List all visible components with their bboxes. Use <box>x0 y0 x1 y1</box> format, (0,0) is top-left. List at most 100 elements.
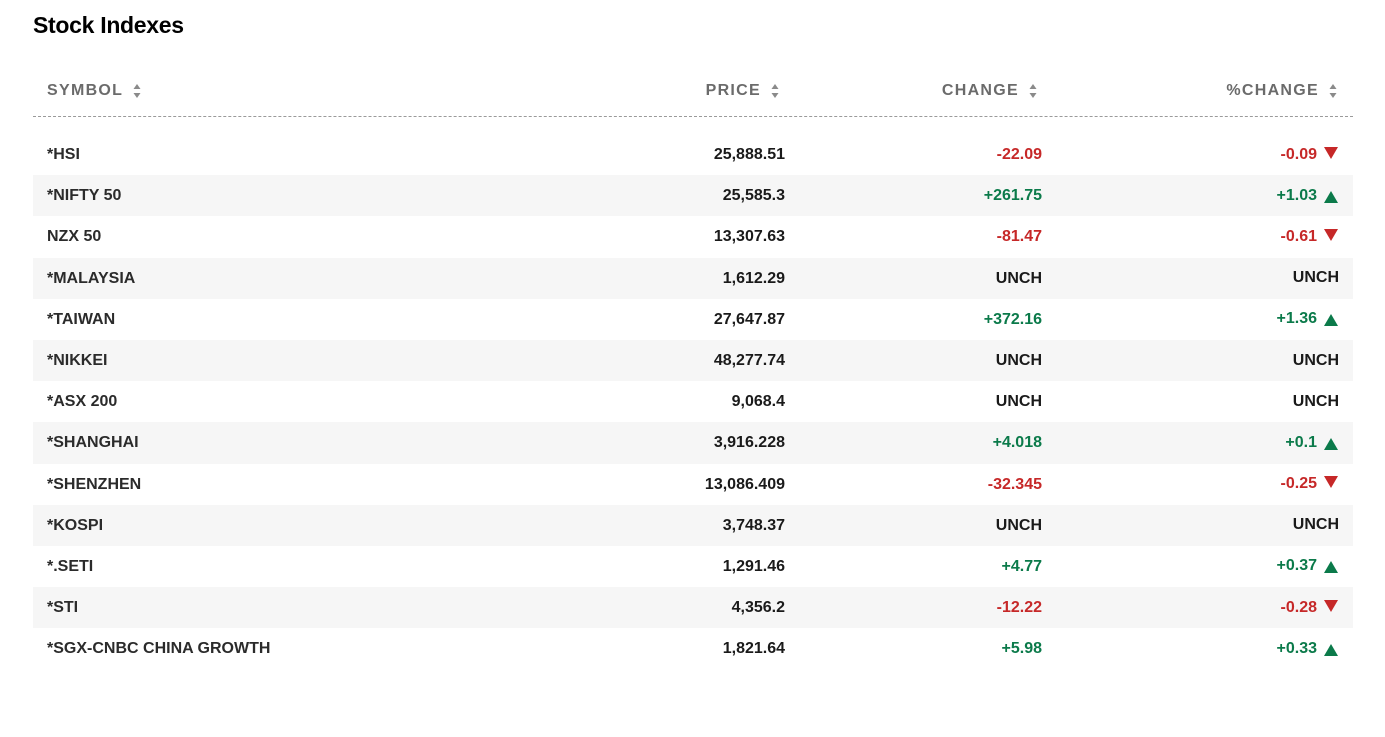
table-row[interactable]: *HSI 25,888.51 -22.09 -0.09 <box>33 134 1353 175</box>
price-value: 13,086.409 <box>704 475 785 493</box>
pct-change-value: +1.36 <box>1276 310 1317 328</box>
pct-change-value: -0.09 <box>1280 145 1317 163</box>
triangle-up-icon <box>1323 190 1339 204</box>
change-value: -32.345 <box>987 475 1042 493</box>
header-pct-change-label: %CHANGE <box>1226 82 1319 99</box>
symbol-link[interactable]: *NIFTY 50 <box>47 187 122 205</box>
table-body: *HSI 25,888.51 -22.09 -0.09 *NIFTY 50 25,585.… <box>33 134 1353 669</box>
symbol-link[interactable]: *ASX 200 <box>47 393 118 411</box>
triangle-down-icon <box>1323 475 1339 489</box>
table-row[interactable]: *KOSPI 3,748.37 UNCH UNCH <box>33 504 1353 546</box>
pct-change-cell: +1.03 <box>1277 175 1339 216</box>
price-value: 9,068.4 <box>731 393 785 411</box>
pct-change-value: +0.1 <box>1285 433 1317 451</box>
pct-change-cell: -0.28 <box>1281 587 1339 628</box>
pct-change-cell: UNCH <box>1293 258 1339 299</box>
symbol-link[interactable]: NZX 50 <box>47 228 102 246</box>
symbol-link[interactable]: *HSI <box>47 146 80 163</box>
table-row[interactable]: *ASX 200 9,068.4 UNCH UNCH <box>33 381 1353 422</box>
table-header: SYMBOL PRICE CHANGE %CHANGE <box>33 78 1353 117</box>
pct-change-cell: +0.37 <box>1277 546 1339 587</box>
price-value: 3,916.228 <box>713 434 785 452</box>
price-value: 27,647.87 <box>713 310 785 328</box>
triangle-down-icon <box>1323 146 1339 160</box>
pct-change-cell: +0.1 <box>1285 422 1339 463</box>
price-value: 25,585.3 <box>722 187 785 205</box>
sort-arrows-icon <box>1329 83 1337 99</box>
change-value: +5.98 <box>1001 640 1042 658</box>
pct-change-value: UNCH <box>1292 392 1339 410</box>
pct-change-cell: -0.25 <box>1281 464 1339 505</box>
symbol-link[interactable]: *TAIWAN <box>47 310 116 328</box>
table-row[interactable]: *NIFTY 50 25,585.3 +261.75 +1.03 <box>33 175 1353 217</box>
triangle-up-icon <box>1323 643 1339 657</box>
change-value: UNCH <box>995 269 1042 287</box>
pct-change-cell: -0.09 <box>1281 134 1339 175</box>
change-value: -12.22 <box>996 599 1042 617</box>
triangle-up-icon <box>1323 313 1339 327</box>
change-value: +4.018 <box>992 434 1042 452</box>
pct-change-cell: UNCH <box>1293 340 1339 381</box>
pct-change-value: +0.37 <box>1276 557 1317 575</box>
change-value: UNCH <box>995 393 1042 411</box>
price-value: 1,821.64 <box>722 640 785 658</box>
pct-change-value: UNCH <box>1292 269 1339 287</box>
change-value: -22.09 <box>996 146 1042 163</box>
pct-change-cell: +0.33 <box>1277 628 1339 669</box>
symbol-link[interactable]: *STI <box>47 599 79 617</box>
price-value: 4,356.2 <box>731 599 785 617</box>
table-row[interactable]: *SHANGHAI 3,916.228 +4.018 +0.1 <box>33 422 1353 464</box>
symbol-link[interactable]: *SHANGHAI <box>47 434 139 452</box>
sort-by-symbol-button[interactable]: SYMBOL <box>47 82 141 100</box>
pct-change-cell: UNCH <box>1293 505 1339 546</box>
pct-change-value: -0.25 <box>1280 475 1317 493</box>
change-value: UNCH <box>995 351 1042 369</box>
symbol-link[interactable]: *SHENZHEN <box>47 475 142 493</box>
table-row[interactable]: *NIKKEI 48,277.74 UNCH UNCH <box>33 339 1353 382</box>
symbol-link[interactable]: *KOSPI <box>47 516 104 534</box>
header-symbol-label: SYMBOL <box>47 82 124 99</box>
price-value: 48,277.74 <box>713 351 785 369</box>
triangle-up-icon <box>1323 560 1339 574</box>
change-value: +261.75 <box>983 187 1042 205</box>
price-value: 1,612.29 <box>722 269 785 287</box>
triangle-up-icon <box>1323 437 1339 451</box>
triangle-down-icon <box>1323 599 1339 613</box>
price-value: 1,291.46 <box>722 557 785 575</box>
table-row[interactable]: *SHENZHEN 13,086.409 -32.345 -0.25 <box>33 464 1353 505</box>
price-value: 13,307.63 <box>713 228 785 246</box>
symbol-link[interactable]: *MALAYSIA <box>47 269 136 287</box>
pct-change-value: -0.28 <box>1280 598 1317 616</box>
symbol-link[interactable]: *SGX-CNBC CHINA GROWTH <box>47 640 271 658</box>
sort-arrows-icon <box>1029 83 1037 99</box>
table-row[interactable]: *SGX-CNBC CHINA GROWTH 1,821.64 +5.98 +0.33 <box>33 628 1353 669</box>
price-value: 25,888.51 <box>713 146 785 163</box>
pct-change-cell: UNCH <box>1293 381 1339 422</box>
sort-by-pct-change-button[interactable]: %CHANGE <box>1226 82 1337 100</box>
table-row[interactable]: *TAIWAN 27,647.87 +372.16 +1.36 <box>33 299 1353 340</box>
change-value: UNCH <box>995 516 1042 534</box>
change-value: -81.47 <box>996 228 1042 246</box>
sort-arrows-icon <box>771 83 779 99</box>
header-change-label: CHANGE <box>941 82 1019 99</box>
sort-by-price-button[interactable]: PRICE <box>706 82 779 100</box>
pct-change-value: UNCH <box>1292 516 1339 534</box>
sort-arrows-icon <box>133 83 141 99</box>
table-row[interactable]: NZX 50 13,307.63 -81.47 -0.61 <box>33 216 1353 257</box>
table-row[interactable]: *MALAYSIA 1,612.29 UNCH UNCH <box>33 257 1353 299</box>
page-title: Stock Indexes <box>33 12 184 38</box>
pct-change-value: -0.61 <box>1280 227 1317 245</box>
change-value: +372.16 <box>983 310 1042 328</box>
pct-change-value: UNCH <box>1292 351 1339 369</box>
pct-change-cell: +1.36 <box>1277 299 1339 340</box>
sort-by-change-button[interactable]: CHANGE <box>942 82 1037 100</box>
pct-change-value: +1.03 <box>1276 186 1317 204</box>
pct-change-value: +0.33 <box>1276 639 1317 657</box>
table-row[interactable]: *STI 4,356.2 -12.22 -0.28 <box>33 587 1353 629</box>
price-value: 3,748.37 <box>722 516 785 534</box>
table-row[interactable]: *.SETI 1,291.46 +4.77 +0.37 <box>33 546 1353 587</box>
pct-change-cell: -0.61 <box>1281 216 1339 257</box>
symbol-link[interactable]: *NIKKEI <box>47 351 108 369</box>
symbol-link[interactable]: *.SETI <box>47 557 94 575</box>
change-value: +4.77 <box>1001 557 1042 575</box>
